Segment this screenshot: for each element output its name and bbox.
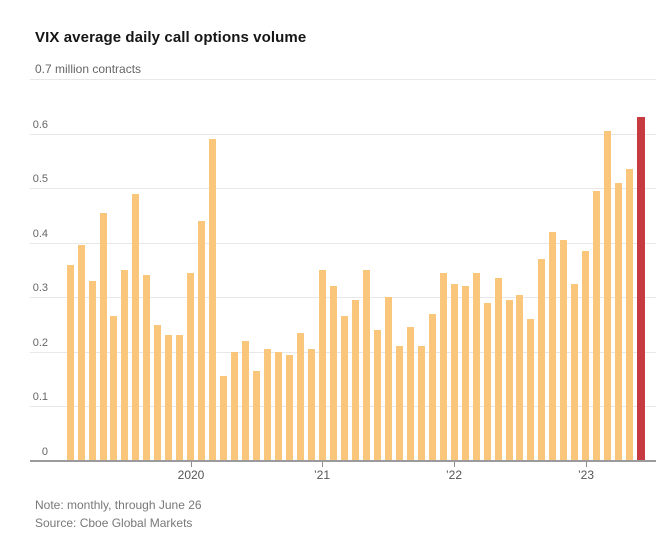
- x-axis-tick: [454, 462, 455, 467]
- chart-note: Note: monthly, through June 26: [35, 498, 202, 512]
- bar: [100, 213, 107, 461]
- bar: [516, 295, 523, 461]
- bar: [407, 327, 414, 461]
- bar: [374, 330, 381, 461]
- bar: [264, 349, 271, 461]
- x-axis-label: ’22: [445, 468, 462, 482]
- bar: [165, 335, 172, 461]
- bar: [253, 371, 260, 461]
- bar: [242, 341, 249, 461]
- y-axis-label: 0.1: [32, 391, 48, 403]
- bar: [549, 232, 556, 461]
- unit-label: 0.7 million contracts: [35, 62, 142, 76]
- bar: [506, 300, 513, 461]
- bar: [604, 131, 611, 461]
- bar: [582, 251, 589, 461]
- bar: [462, 286, 469, 461]
- bar: [297, 333, 304, 461]
- x-axis-label: ’21: [313, 468, 330, 482]
- chart-source: Source: Cboe Global Markets: [35, 516, 193, 530]
- bar: [484, 303, 491, 461]
- bar: [209, 139, 216, 461]
- bar: [132, 194, 139, 461]
- bar: [571, 284, 578, 461]
- y-axis-label: 0.2: [32, 337, 48, 349]
- bar: [363, 270, 370, 461]
- bar: [527, 319, 534, 461]
- bar: [626, 169, 633, 461]
- bar: [220, 376, 227, 461]
- gridline: [30, 297, 656, 298]
- chart-title: VIX average daily call options volume: [35, 29, 307, 46]
- bar: [275, 352, 282, 461]
- bar: [308, 349, 315, 461]
- x-axis-label: 2020: [177, 468, 205, 482]
- bar: [110, 316, 117, 461]
- bar: [418, 346, 425, 461]
- bar: [352, 300, 359, 461]
- bar: [89, 281, 96, 461]
- bar: [121, 270, 128, 461]
- bar: [451, 284, 458, 461]
- bar: [429, 314, 436, 461]
- y-axis-label: 0.5: [32, 173, 48, 185]
- bar: [593, 191, 600, 461]
- bar: [143, 275, 150, 461]
- y-axis-label: 0.3: [32, 282, 48, 294]
- x-axis-label: ’23: [577, 468, 594, 482]
- bar: [495, 278, 502, 461]
- highlight-bar: [637, 117, 645, 461]
- bar: [198, 221, 205, 461]
- bar: [538, 259, 545, 461]
- bar: [187, 273, 194, 461]
- bar: [78, 245, 85, 461]
- gridline: [30, 188, 656, 189]
- x-axis-tick: [191, 462, 192, 467]
- bar: [319, 270, 326, 461]
- bar: [385, 297, 392, 461]
- y-axis-label: 0.6: [32, 119, 48, 131]
- gridline: [30, 79, 656, 80]
- bar: [330, 286, 337, 461]
- x-axis-tick: [586, 462, 587, 467]
- bar: [473, 273, 480, 461]
- y-axis-label: 0: [41, 446, 48, 458]
- bar: [176, 335, 183, 461]
- gridline: [30, 134, 656, 135]
- bar: [67, 265, 74, 461]
- bar: [560, 240, 567, 461]
- bar: [396, 346, 403, 461]
- gridline: [30, 243, 656, 244]
- x-axis-baseline: [30, 460, 656, 462]
- y-axis-label: 0.4: [32, 228, 48, 240]
- x-axis-tick: [322, 462, 323, 467]
- bar: [286, 355, 293, 461]
- bar: [231, 352, 238, 461]
- bar: [615, 183, 622, 461]
- bar: [440, 273, 447, 461]
- bar: [341, 316, 348, 461]
- bar: [154, 325, 161, 461]
